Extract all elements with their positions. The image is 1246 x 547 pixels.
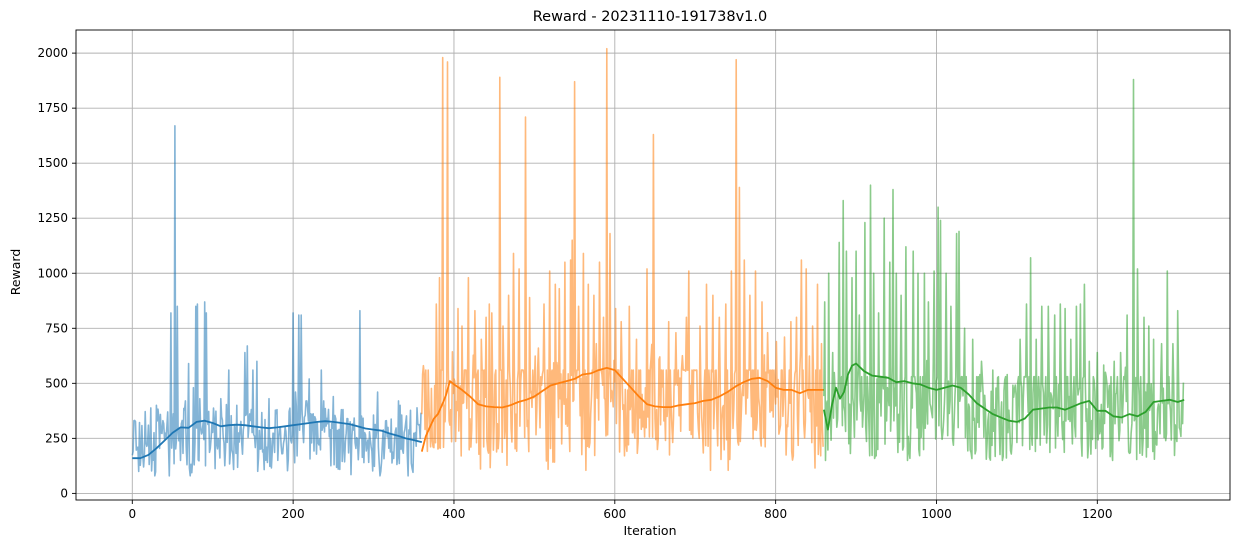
series-layer — [131, 47, 1185, 477]
x-tick-label: 800 — [764, 507, 787, 521]
x-tick-label: 0 — [128, 507, 136, 521]
y-tick-label: 750 — [45, 321, 68, 335]
y-tick-label: 1750 — [37, 101, 68, 115]
y-axis-label: Reward — [8, 249, 23, 296]
x-tick-label: 600 — [603, 507, 626, 521]
plot-frame — [75, 29, 1231, 501]
y-tick-label: 0 — [60, 486, 68, 500]
smoothed-reward-line-3 — [420, 367, 824, 452]
smoothed-reward-line-5 — [823, 362, 1185, 431]
chart-title: Reward - 20231110-191738v1.0 — [533, 9, 767, 25]
x-tick-label: 1000 — [921, 507, 952, 521]
x-tick-label: 1200 — [1082, 507, 1113, 521]
y-tick-label: 1500 — [37, 156, 68, 170]
smoothed-reward-line-1 — [132, 419, 423, 460]
x-tick-label: 400 — [443, 507, 466, 521]
x-axis-label: Iteration — [623, 523, 676, 538]
raw-reward-line-2 — [421, 47, 824, 472]
y-tick-label: 250 — [45, 431, 68, 445]
x-axis-ticks: 0 200 400 600 800 1000 1200 — [128, 500, 1113, 521]
y-tick-label: 1250 — [37, 211, 68, 225]
raw-reward-line-4 — [823, 78, 1185, 462]
y-axis-ticks: 0 250 500 750 1000 1250 1500 1750 2000 — [37, 46, 76, 500]
y-tick-label: 1000 — [37, 266, 68, 280]
y-tick-label: 500 — [45, 376, 68, 390]
x-tick-label: 200 — [282, 507, 305, 521]
y-tick-label: 2000 — [37, 46, 68, 60]
raw-reward-line-0 — [131, 125, 422, 477]
